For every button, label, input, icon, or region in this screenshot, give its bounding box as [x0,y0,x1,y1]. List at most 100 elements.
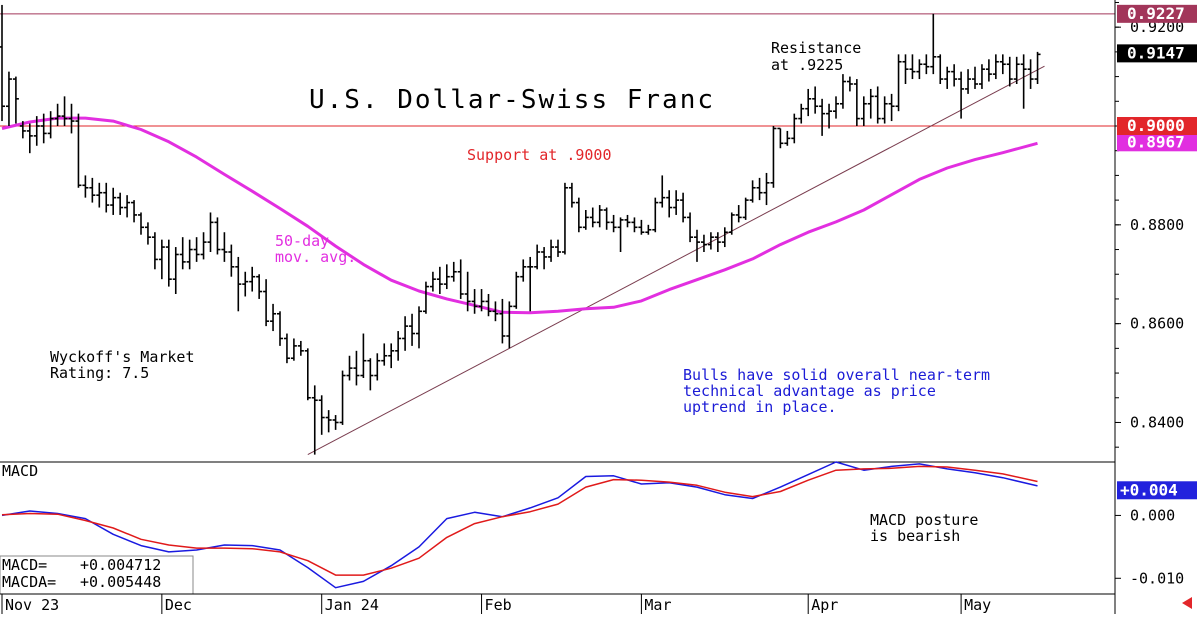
price-bar [235,256,242,312]
price-bar [902,54,909,84]
price-bar [527,256,534,312]
price-bar [992,54,999,80]
annotation-ma-line1: 50-day [275,232,329,250]
price-bar [471,289,478,314]
price-bar [290,338,297,361]
annotation-resistance-line2: at .9225 [771,56,843,74]
price-bar [12,76,19,124]
annotation-bulls-line1: Bulls have solid overall near-term [683,366,990,384]
scroll-left-arrow-icon[interactable] [1182,597,1192,609]
price-bar [909,54,916,80]
price-bar [499,298,506,344]
price-bar [332,415,339,430]
price-bar [165,239,172,287]
price-bar [645,224,652,235]
price-bar [1034,51,1041,84]
price-bar [61,96,68,126]
price-tag-bg [1117,133,1197,152]
price-bar [151,232,158,270]
price-bar [221,232,228,262]
price-bar [791,113,798,144]
macd-lines [1,461,1038,589]
price-bar [1027,59,1034,89]
price-bar [812,86,819,114]
price-bar [402,316,409,351]
price-bar [972,66,978,89]
price-bar [610,214,617,233]
macd-tag-bg [1117,481,1197,500]
price-bar [582,210,589,230]
price-bar [339,370,346,425]
price-bar [707,232,714,250]
price-bar [520,259,527,282]
macd-tag-label: +0.004 [1120,480,1178,499]
price-bar [923,54,930,75]
price-bar [318,395,325,435]
price-bar [735,205,742,223]
annotation-rating-line1: Wyckoff's Market [50,348,195,366]
price-bar [951,64,958,87]
date-tick-label: May [964,596,991,614]
macd-panel-title: MACD [2,462,38,480]
macd-axis-ticks: 0.000 -0.010 [1115,506,1184,587]
price-bar [958,71,965,119]
macd-readout-value: +0.004712 [80,556,161,574]
price-bar [603,207,610,230]
price-bar [304,348,311,401]
price-tag-label: 0.9227 [1127,4,1185,23]
macda-readout-value: +0.005448 [80,573,161,591]
annotation-resistance-line1: Resistance [771,39,861,57]
price-bar [728,212,735,235]
price-bar [144,222,151,245]
date-tick-label: Nov 23 [5,596,59,614]
ma50-line [1,116,1038,315]
price-bar [388,343,395,369]
price-bar [68,103,75,134]
price-bar [652,197,659,233]
price-bar [965,69,972,94]
price-bar [33,116,40,146]
price-bar [714,232,721,252]
date-tick-label: Feb [485,596,512,614]
price-bar [916,59,923,80]
macd-tick-label: 0.000 [1130,506,1175,524]
price-tag-label: 0.8967 [1127,132,1185,151]
price-bar [944,66,951,89]
price-bar [395,331,402,361]
price-bar [200,232,207,260]
price-bar [985,59,992,82]
price-bar [381,343,388,366]
price-bar [589,207,596,228]
price-bar [895,54,902,112]
horizontal-lines [0,13,1115,127]
price-bars [0,4,1041,455]
price-bar [96,182,103,208]
price-bar [568,182,575,208]
date-axis: Nov 23 Dec Jan 24 Feb Mar Apr May [1,594,991,614]
price-tag-bg [1117,4,1197,23]
price-bar [930,13,937,75]
price-bar [19,121,26,139]
price-bar [40,113,47,144]
price-bar [409,313,416,346]
price-bar [1020,54,1027,109]
price-bar [367,358,374,391]
price-bar [0,4,5,122]
macd-tick-label: -0.010 [1130,569,1184,587]
price-bar [47,111,54,139]
macd-readout-label: MACD= [2,556,47,574]
price-bar [555,239,561,257]
price-bar [172,247,179,294]
price-bar [117,192,124,215]
price-bar [631,217,638,233]
price-tick-label: 0.8400 [1130,413,1184,431]
price-bar [506,301,513,349]
price-bar [638,219,645,235]
price-bar [999,54,1006,75]
price-tick-label: 0.8600 [1130,315,1184,333]
moving-average-layer [1,116,1038,315]
price-bar [846,76,853,92]
price-bar [228,244,235,277]
